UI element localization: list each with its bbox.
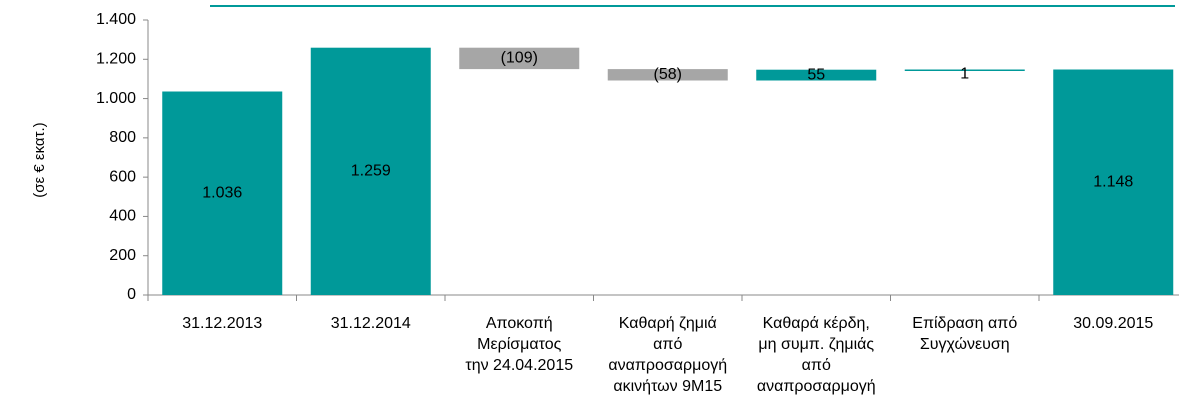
y-tick-label: 0 [127,286,136,303]
x-tick-label: 30.09.2015 [1073,315,1153,332]
value-label: 1.259 [351,163,391,180]
value-label: (58) [654,66,682,83]
x-tick-label: την 24.04.2015 [465,357,573,374]
y-tick-label: 400 [109,208,136,225]
x-tick-label: ακινήτων 9M15 [613,378,722,395]
y-tick-label: 600 [109,168,136,185]
bar [904,69,1025,71]
y-tick-label: 1.000 [96,90,136,107]
x-tick-label: από [653,336,682,353]
x-tick-label: Αποκοπή [486,315,553,332]
x-tick-label: Καθαρά κέρδη, [763,315,870,332]
value-label: 1 [960,66,969,83]
x-tick-label: Συγχώνευση [920,336,1010,353]
bar [1053,69,1174,295]
y-tick-label: 800 [109,129,136,146]
value-label: 1.148 [1093,173,1133,190]
y-tick-label: 1.200 [96,51,136,68]
bar [459,47,580,70]
x-tick-label: μη συμπ. ζημιάς [758,336,874,353]
x-tick-label: 31.12.2014 [331,315,411,332]
x-tick-label: Επίδραση από [912,315,1017,332]
bar [607,69,728,81]
x-tick-label: αναπροσαρμογή [608,357,727,374]
x-tick-label: αναπροσαρμογή [757,378,876,395]
bar [310,47,431,296]
x-tick-label: Καθαρή ζημιά [619,315,717,332]
x-tick-label: 31.12.2013 [182,315,262,332]
y-axis-label: (σε € εκατ.) [31,122,48,197]
bar [756,69,877,81]
y-tick-label: 1.400 [96,11,136,28]
x-tick-label: από [802,357,831,374]
x-tick-label: Μερίσματος [477,336,561,353]
bar [162,91,283,295]
value-label: (109) [501,50,538,67]
y-tick-label: 200 [109,247,136,264]
value-label: 1.036 [202,184,242,201]
value-label: 55 [807,66,825,83]
